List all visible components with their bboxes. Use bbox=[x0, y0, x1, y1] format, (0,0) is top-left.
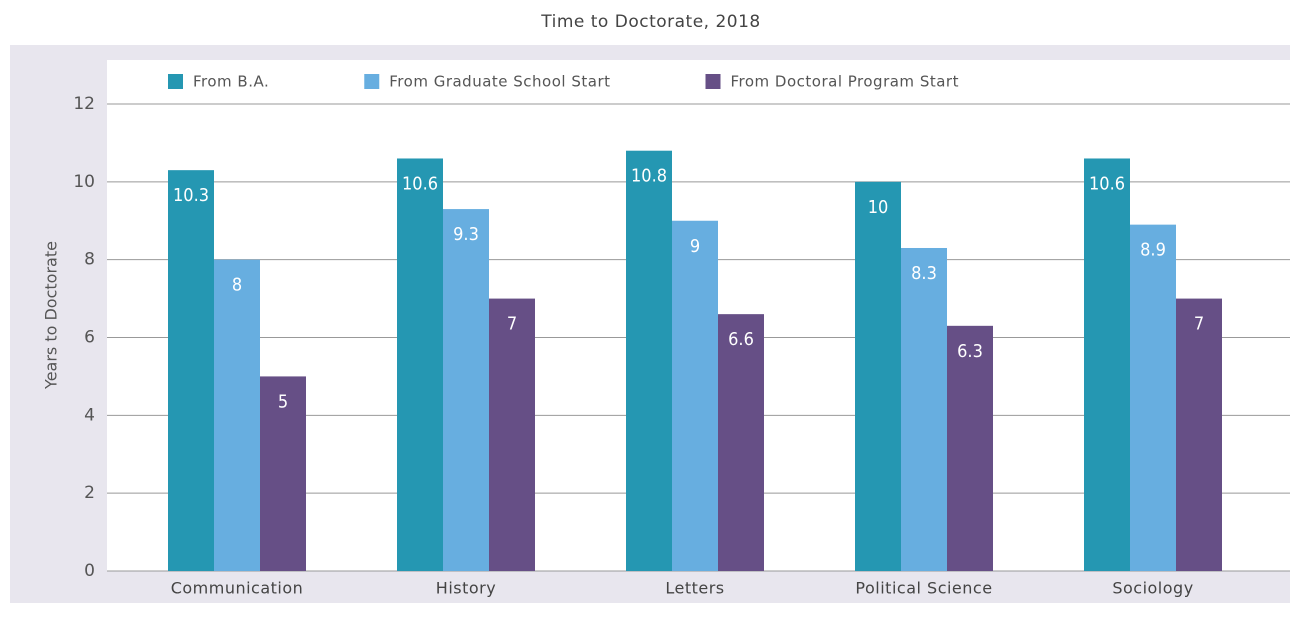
y-tick-label: 8 bbox=[84, 250, 95, 270]
bar bbox=[855, 181, 901, 572]
value-label: 10 bbox=[868, 197, 889, 218]
value-label: 8.3 bbox=[911, 263, 937, 284]
bar bbox=[489, 298, 535, 571]
value-label: 9 bbox=[690, 236, 700, 257]
value-label: 6.6 bbox=[728, 329, 754, 350]
value-label: 8 bbox=[232, 275, 242, 296]
bar bbox=[168, 170, 214, 572]
value-label: 7 bbox=[1194, 314, 1204, 335]
y-tick-label: 6 bbox=[84, 328, 95, 348]
value-label: 6.3 bbox=[957, 341, 983, 362]
chart-title: Time to Doctorate, 2018 bbox=[540, 12, 760, 32]
value-label: 5 bbox=[278, 391, 288, 412]
y-tick-label: 4 bbox=[84, 405, 95, 425]
bar bbox=[947, 325, 993, 571]
value-label: 9.3 bbox=[453, 224, 479, 245]
value-label: 8.9 bbox=[1140, 240, 1166, 261]
y-axis-label: Years to Doctorate bbox=[42, 241, 61, 390]
bar bbox=[626, 150, 672, 571]
x-tick-label: Letters bbox=[665, 579, 724, 598]
value-label: 10.6 bbox=[1089, 173, 1125, 194]
legend-swatch bbox=[168, 74, 183, 89]
bar bbox=[718, 314, 764, 571]
y-tick-label: 0 bbox=[84, 561, 95, 581]
bar bbox=[1130, 224, 1176, 571]
legend-swatch bbox=[364, 74, 380, 89]
value-label: 10.8 bbox=[631, 166, 667, 187]
value-label: 10.6 bbox=[402, 173, 438, 194]
legend-swatch bbox=[705, 74, 721, 89]
legend-label: From B.A. bbox=[193, 73, 269, 91]
bar bbox=[1084, 158, 1130, 571]
value-label: 10.3 bbox=[173, 185, 209, 206]
legend-label: From Graduate School Start bbox=[389, 73, 610, 91]
y-tick-label: 2 bbox=[84, 483, 95, 503]
x-tick-label: History bbox=[436, 579, 496, 598]
bar bbox=[443, 209, 489, 571]
y-tick-label: 10 bbox=[73, 172, 95, 192]
bar bbox=[672, 220, 718, 571]
x-tick-label: Sociology bbox=[1112, 579, 1193, 598]
bar bbox=[260, 376, 306, 571]
x-tick-label: Political Science bbox=[855, 579, 992, 598]
bar bbox=[901, 247, 947, 571]
bar bbox=[397, 158, 443, 571]
bar bbox=[214, 259, 260, 571]
bar bbox=[1176, 298, 1222, 571]
x-tick-label: Communication bbox=[171, 579, 304, 598]
y-tick-label: 12 bbox=[73, 94, 95, 114]
value-label: 7 bbox=[507, 314, 517, 335]
legend-label: From Doctoral Program Start bbox=[731, 73, 959, 91]
